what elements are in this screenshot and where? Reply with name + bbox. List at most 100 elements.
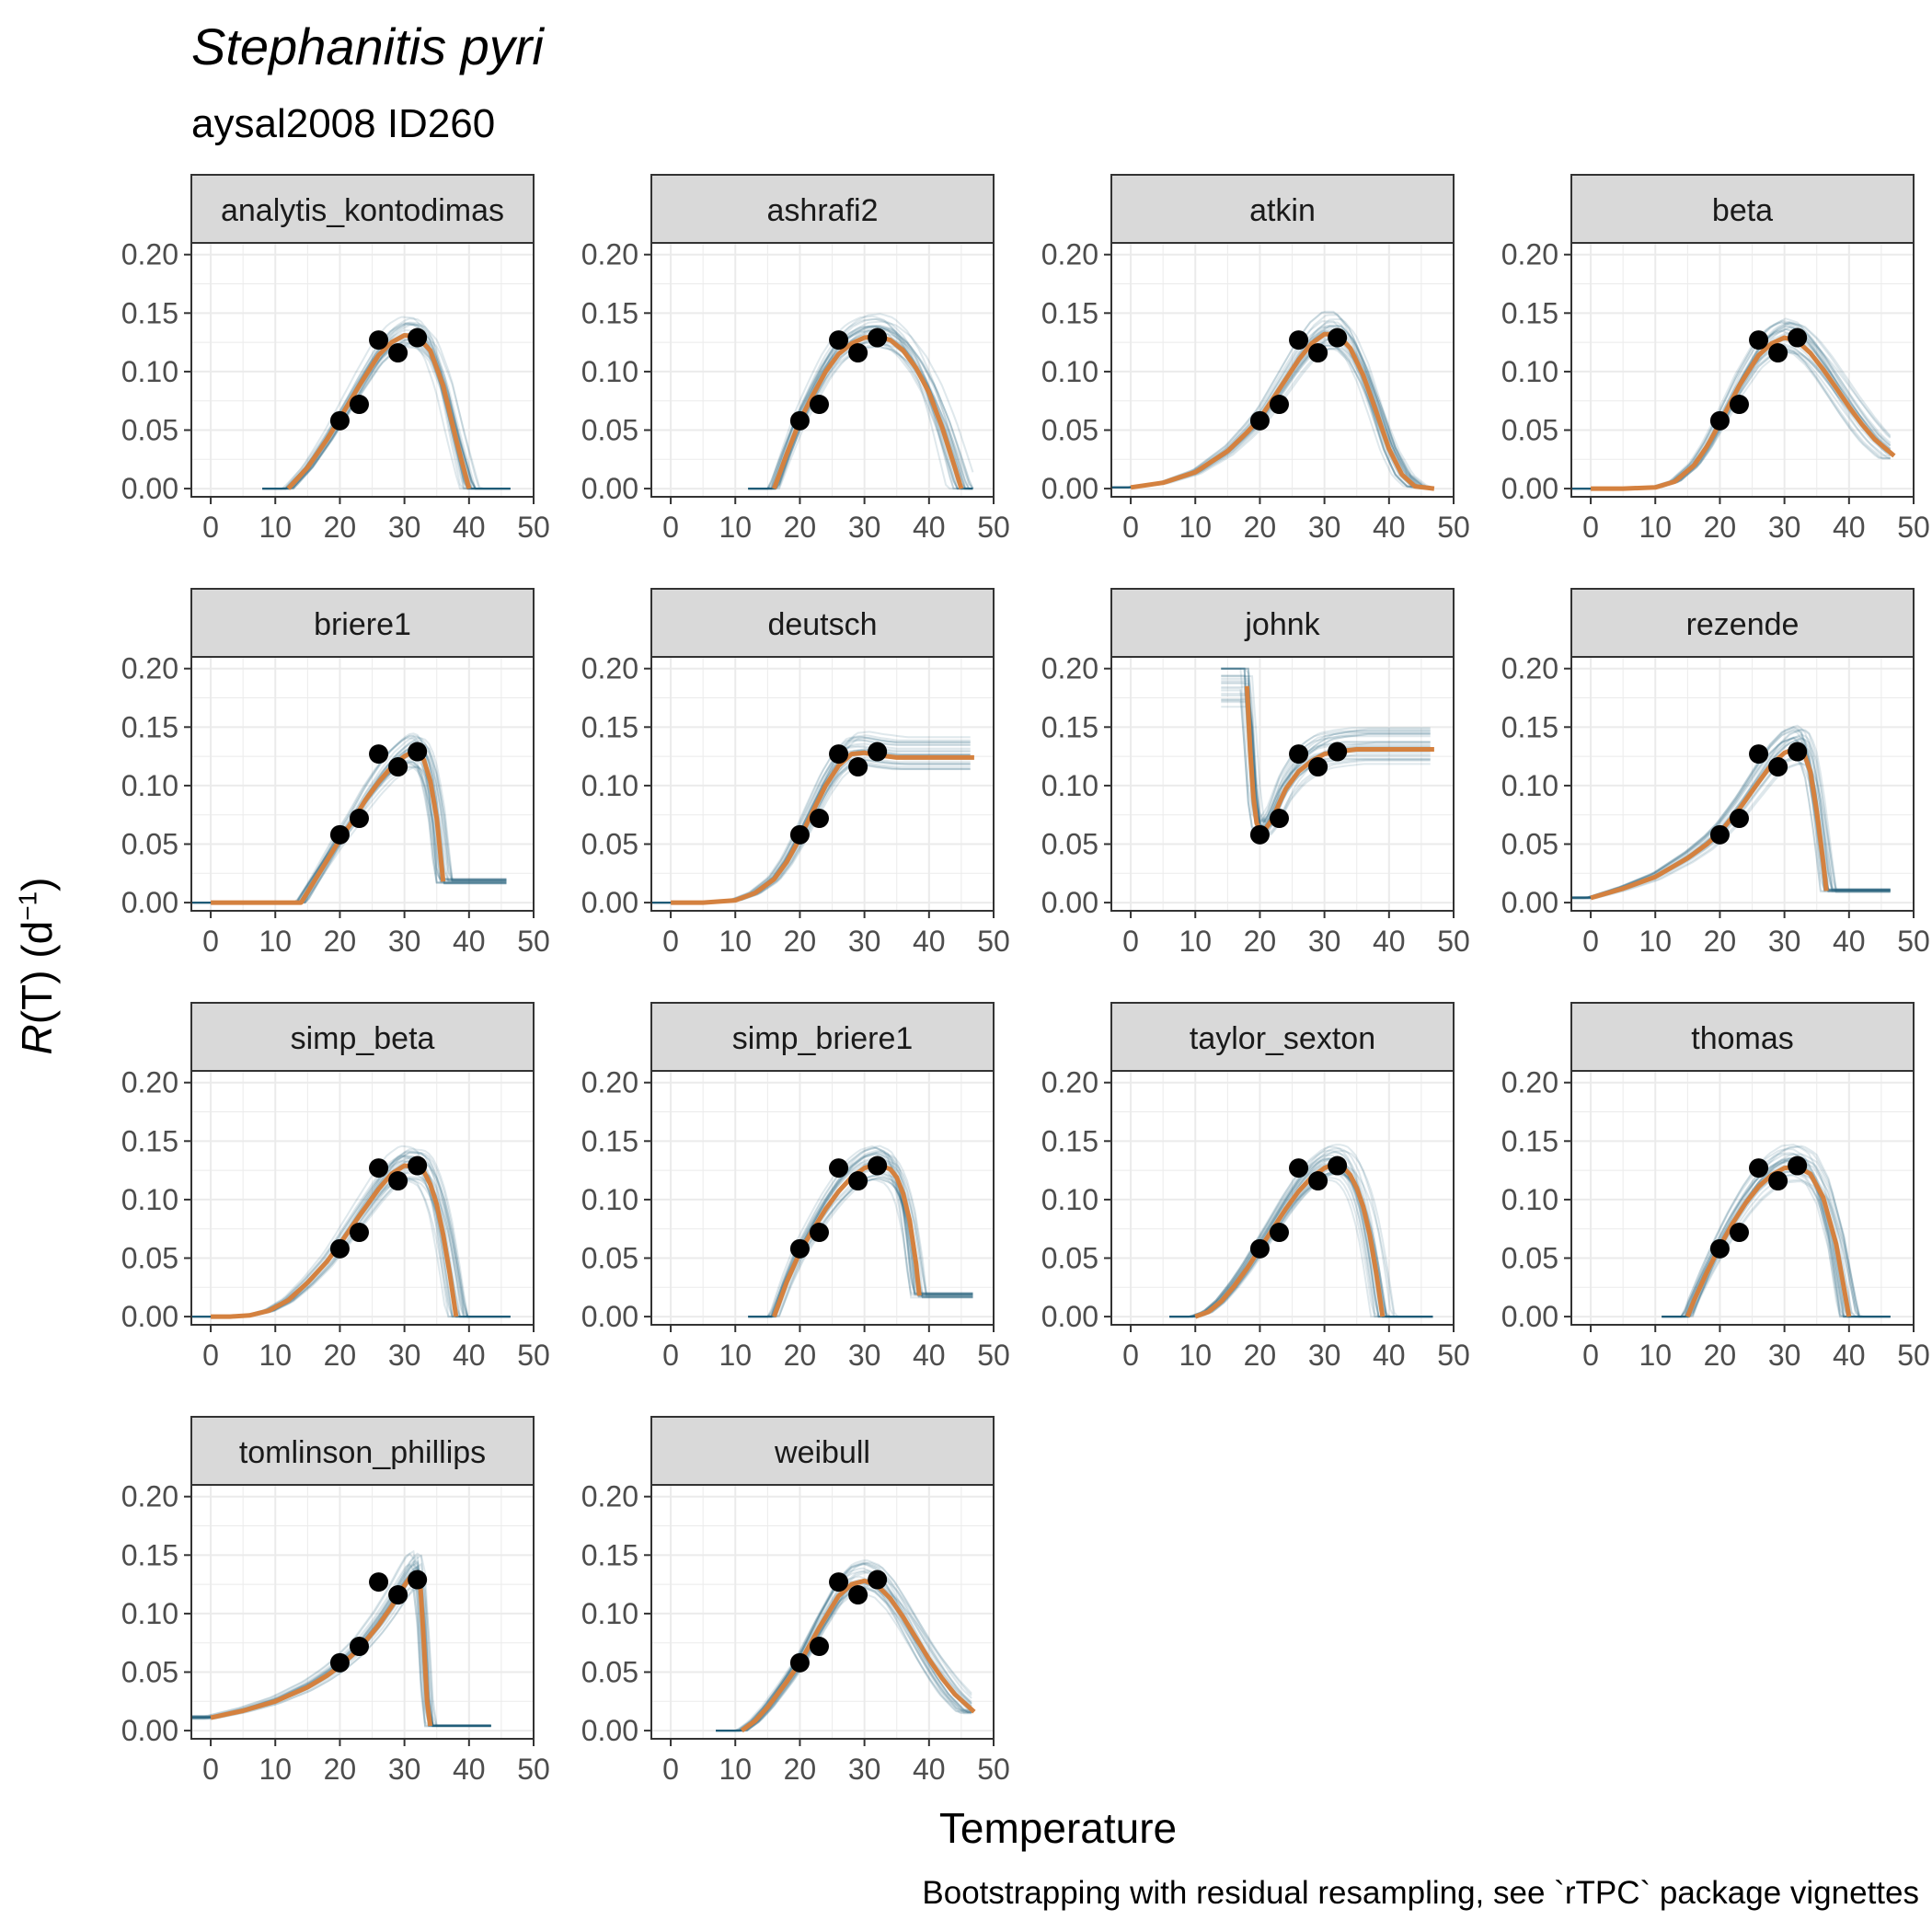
data-point: [329, 1238, 350, 1259]
data-point: [408, 1570, 428, 1590]
bootstrap-line: [1169, 1157, 1433, 1318]
x-tick-label: 40: [913, 1753, 946, 1786]
facet-strip: [1110, 588, 1455, 658]
data-point: [809, 395, 829, 415]
bootstrap-line: [748, 1153, 973, 1318]
data-point: [1788, 1156, 1808, 1176]
panel-grid: [651, 1485, 995, 1739]
y-tick-label: 0.20: [121, 1066, 178, 1099]
facet-strip: [650, 588, 995, 658]
y-axis-label-sup: −1: [13, 891, 42, 921]
y-tick-label: 0.20: [121, 238, 178, 271]
panel-background: [651, 243, 994, 497]
x-tick-label: 50: [517, 511, 550, 544]
y-tick-label: 0.00: [1501, 472, 1558, 505]
panel-background: [1111, 1071, 1454, 1325]
facet-strip-label: atkin: [1249, 193, 1316, 228]
x-tick-label: 50: [1437, 925, 1470, 958]
x-tick-label: 30: [848, 1753, 881, 1786]
x-tick-label: 30: [388, 925, 421, 958]
y-tick-label: 0.15: [1501, 296, 1558, 329]
x-tick-label: 10: [259, 925, 292, 958]
x-tick-label: 10: [259, 1339, 292, 1372]
data-point: [1749, 744, 1769, 765]
fitted-curve: [1685, 1164, 1852, 1318]
data-point: [848, 1171, 868, 1191]
x-tick-label: 40: [1373, 511, 1406, 544]
bootstrap-line: [748, 320, 974, 490]
data-point: [1749, 330, 1769, 351]
y-tick-label: 0.00: [581, 886, 638, 919]
y-tick-label: 0.20: [121, 652, 178, 685]
data-point: [829, 744, 849, 765]
data-point: [868, 1570, 888, 1590]
x-tick-label: 20: [784, 925, 817, 958]
bootstrap-line: [1221, 667, 1431, 822]
fitted-curve: [740, 1578, 976, 1733]
y-tick-label: 0.15: [581, 296, 638, 329]
facet-strip-label: weibull: [774, 1435, 870, 1470]
x-tick-label: 50: [1897, 511, 1930, 544]
data-point: [809, 809, 829, 829]
y-tick-label: 0.00: [1041, 1300, 1098, 1333]
data-point: [1729, 809, 1749, 829]
bootstrap-line: [748, 340, 973, 490]
panel-background: [1571, 1071, 1914, 1325]
facet-panel-taylor_sexton: taylor_sexton 0.00 0.05 0.10 0.15 0.20 0 10 20 30…: [1041, 1002, 1470, 1372]
data-point: [1729, 395, 1749, 415]
panel-border: [1570, 242, 1915, 498]
bootstrap-line: [262, 333, 511, 490]
x-tick-label: 20: [1244, 1339, 1277, 1372]
x-tick-label: 50: [977, 1339, 1010, 1372]
facet-panel-weibull: weibull 0.00 0.05 0.10 0.15 0.20 0 10 20 30 40 50: [581, 1416, 1010, 1786]
y-tick-label: 0.05: [581, 1242, 638, 1275]
x-tick-label: 30: [388, 1753, 421, 1786]
y-tick-label: 0.15: [1041, 710, 1098, 743]
y-tick-label: 0.15: [1041, 1124, 1098, 1157]
panel-background: [651, 1485, 994, 1739]
bootstrap-line: [716, 1582, 972, 1732]
y-tick-label: 0.05: [121, 1242, 178, 1275]
y-tick-label: 0.05: [1501, 414, 1558, 447]
panel-border: [190, 656, 535, 912]
bootstrap-line: [262, 342, 511, 490]
x-tick-label: 10: [1639, 1339, 1672, 1372]
data-point: [789, 824, 810, 845]
y-tick-label: 0.20: [121, 1480, 178, 1513]
x-tick-label: 20: [1244, 925, 1277, 958]
x-tick-label: 20: [784, 511, 817, 544]
data-point: [1289, 1158, 1309, 1179]
data-point: [329, 410, 350, 431]
bootstrap-line: [748, 1146, 973, 1318]
facet-strip: [650, 1416, 995, 1486]
chart-subtitle: aysal2008 ID260: [191, 101, 496, 146]
panel-border: [650, 1484, 995, 1740]
bootstrap-line: [1221, 667, 1431, 823]
x-tick-label: 30: [388, 511, 421, 544]
data-point: [868, 742, 888, 762]
data-point: [329, 824, 350, 845]
x-tick-label: 40: [913, 1339, 946, 1372]
panel-background: [191, 1485, 534, 1739]
facet-panel-atkin: atkin 0.00 0.05 0.10 0.15 0.20 0 10 20 30 40 50: [1041, 174, 1470, 544]
data-point: [829, 330, 849, 351]
facet-strip-label: ashrafi2: [767, 193, 879, 228]
y-tick-label: 0.05: [1501, 1242, 1558, 1275]
facet-strip-label: simp_beta: [291, 1021, 435, 1056]
data-point: [1788, 742, 1808, 762]
bootstrap-line: [716, 1579, 972, 1732]
panel-background: [191, 243, 534, 497]
bootstrap-line: [1169, 1172, 1433, 1318]
fitted-curve: [1130, 331, 1435, 491]
x-tick-label: 0: [1582, 511, 1599, 544]
x-tick-label: 40: [453, 1753, 486, 1786]
y-tick-label: 0.05: [1041, 1242, 1098, 1275]
panel-grid: [1571, 657, 1915, 911]
bootstrap-line: [748, 325, 973, 490]
x-tick-label: 20: [784, 1753, 817, 1786]
data-point: [349, 1223, 369, 1243]
x-tick-label: 10: [1179, 1339, 1212, 1372]
data-point: [1709, 1238, 1730, 1259]
x-tick-label: 20: [1704, 511, 1737, 544]
facet-panel-briere1: briere1 0.00 0.05 0.10 0.15 0.20 0 10 20 30 40 50: [121, 588, 550, 958]
